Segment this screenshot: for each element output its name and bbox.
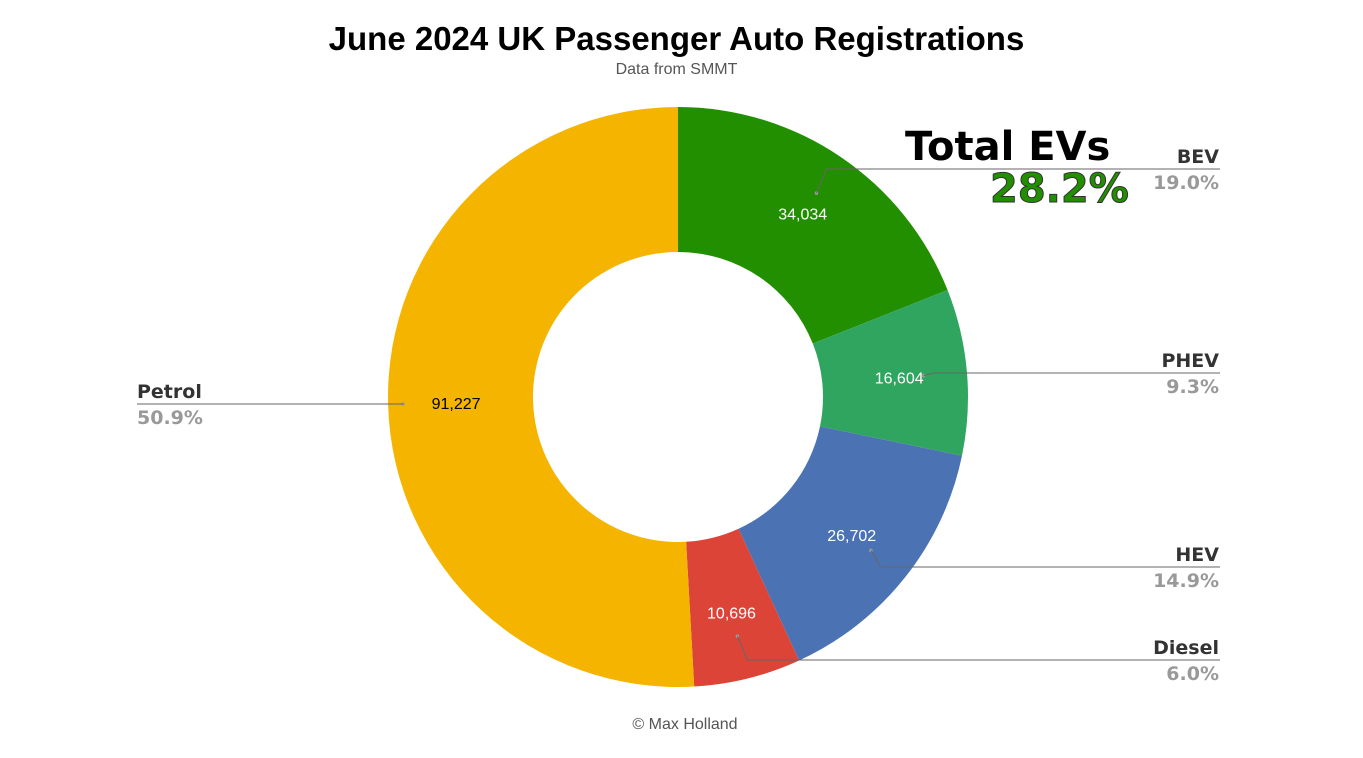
value-label-petrol: 91,227 (432, 396, 481, 413)
percent-label-hev: 14.9% (1153, 570, 1219, 592)
percent-label-petrol: 50.9% (137, 407, 203, 429)
percent-label-bev: 19.0% (1153, 172, 1219, 194)
leader-line (923, 372, 1220, 377)
slice-petrol[interactable] (387, 107, 695, 688)
chart-subtitle: Data from SMMT (615, 61, 738, 78)
slice-hev[interactable] (738, 426, 962, 661)
leader-line (736, 636, 1220, 661)
credit: © Max Holland (632, 716, 738, 733)
value-label-bev: 34,034 (778, 206, 827, 223)
value-label-diesel: 10,696 (707, 605, 756, 622)
leader-line (870, 550, 1220, 568)
category-label-petrol: Petrol (137, 381, 202, 403)
total-evs-value: 28.2% (990, 166, 1130, 213)
chart-title: June 2024 UK Passenger Auto Registration… (328, 20, 1025, 57)
slice-bev[interactable] (678, 107, 948, 344)
percent-label-phev: 9.3% (1166, 376, 1219, 398)
category-label-bev: BEV (1177, 146, 1219, 168)
slice-phev[interactable] (812, 289, 968, 456)
value-label-phev: 16,604 (875, 371, 924, 388)
category-label-phev: PHEV (1161, 350, 1219, 372)
percent-label-diesel: 6.0% (1166, 663, 1219, 685)
value-label-hev: 26,702 (827, 528, 876, 545)
category-label-hev: HEV (1175, 544, 1219, 566)
total-evs-title: Total EVs (905, 124, 1111, 170)
leader-line (815, 168, 1220, 194)
category-label-diesel: Diesel (1153, 637, 1219, 659)
slice-diesel[interactable] (686, 528, 800, 687)
